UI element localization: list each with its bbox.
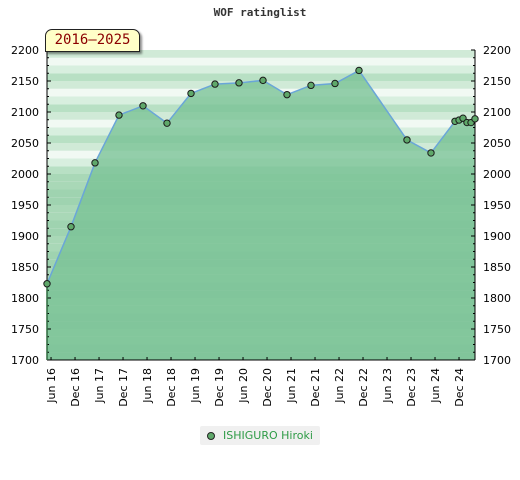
y-tick-label-right: 1800 [483, 292, 511, 305]
series-area [47, 70, 475, 361]
x-tick-label: Dec 21 [309, 368, 322, 407]
data-point [43, 280, 51, 288]
data-point [403, 136, 411, 144]
y-tick-label-right: 1750 [483, 323, 511, 336]
data-point [331, 79, 339, 88]
y-tick-label-left: 2200 [11, 44, 39, 57]
y-tick-label-right: 2000 [483, 168, 511, 181]
x-tick-label: Jun 23 [381, 368, 394, 404]
legend-label: ISHIGURO Hiroki [223, 429, 313, 442]
x-tick-label: Dec 23 [405, 368, 418, 407]
x-tick-label: Jun 21 [285, 368, 298, 404]
y-tick-label-left: 2100 [11, 106, 39, 119]
x-tick-label: Jun 20 [237, 368, 250, 404]
x-tick-label: Dec 17 [117, 368, 130, 407]
y-tick-label-left: 2150 [11, 75, 39, 88]
y-tick-label-left: 1800 [11, 292, 39, 305]
data-point [259, 76, 267, 85]
data-point [91, 159, 99, 167]
x-tick-label: Dec 16 [69, 368, 82, 407]
data-point [471, 115, 479, 123]
y-tick-label-right: 1850 [483, 261, 511, 274]
y-tick-label-left: 1900 [11, 230, 39, 243]
data-point [187, 89, 195, 98]
y-tick-label-right: 2050 [483, 137, 511, 150]
data-point [163, 119, 171, 127]
background-band [47, 57, 475, 66]
chart-title: WOF ratinglist [213, 6, 307, 19]
y-tick-label-left: 1700 [11, 354, 39, 367]
chart-legend[interactable]: ISHIGURO Hiroki [200, 426, 320, 445]
x-tick-label: Dec 19 [213, 368, 226, 407]
x-axis-labels: Jun 16 Dec 16 Jun 17 Dec 17 Jun 18 Dec 18 Jun … [45, 357, 466, 407]
y-tick-label-left: 1850 [11, 261, 39, 274]
series-ishiguro-hiroki [43, 66, 479, 360]
y-axis-right-labels: 1700 1750 1800 1850 1900 1950 2000 2050 2100 2150… [483, 44, 511, 367]
x-tick-label: Jun 22 [333, 368, 346, 404]
data-point [115, 111, 123, 119]
y-tick-label-right: 1700 [483, 354, 511, 367]
y-tick-label-left: 1750 [11, 323, 39, 336]
data-point [307, 81, 315, 90]
data-point [211, 80, 219, 88]
data-point [139, 102, 147, 110]
data-point [355, 66, 363, 75]
x-tick-label: Dec 20 [261, 368, 274, 407]
x-tick-label: Dec 22 [357, 368, 370, 407]
y-tick-label-right: 1950 [483, 199, 511, 212]
y-axis-left-labels: 1700 1750 1800 1850 1900 1950 2000 2050 2100 2150… [11, 44, 39, 367]
data-point [235, 79, 243, 87]
y-tick-label-left: 1950 [11, 199, 39, 212]
date-range-badge: 2016–2025 [45, 29, 140, 52]
x-tick-label: Jun 19 [189, 368, 202, 404]
background-band [47, 65, 475, 74]
data-point [283, 90, 291, 99]
data-point [67, 223, 75, 231]
data-point [427, 149, 435, 157]
background-band [47, 50, 475, 58]
y-tick-label-left: 2000 [11, 168, 39, 181]
x-tick-label: Jun 16 [45, 368, 58, 404]
background-band [47, 73, 475, 81]
x-tick-label: Dec 24 [453, 368, 466, 407]
x-tick-label: Jun 17 [93, 368, 106, 404]
area-fill [47, 70, 475, 361]
x-tick-label: Dec 18 [165, 368, 178, 407]
y-tick-label-right: 2100 [483, 106, 511, 119]
x-tick-label: Jun 24 [429, 368, 442, 404]
y-tick-label-right: 2150 [483, 75, 511, 88]
y-tick-label-right: 2200 [483, 44, 511, 57]
y-tick-label-left: 2050 [11, 137, 39, 150]
y-tick-label-right: 1900 [483, 230, 511, 243]
legend-marker-icon [207, 432, 215, 440]
x-tick-label: Jun 18 [141, 368, 154, 404]
